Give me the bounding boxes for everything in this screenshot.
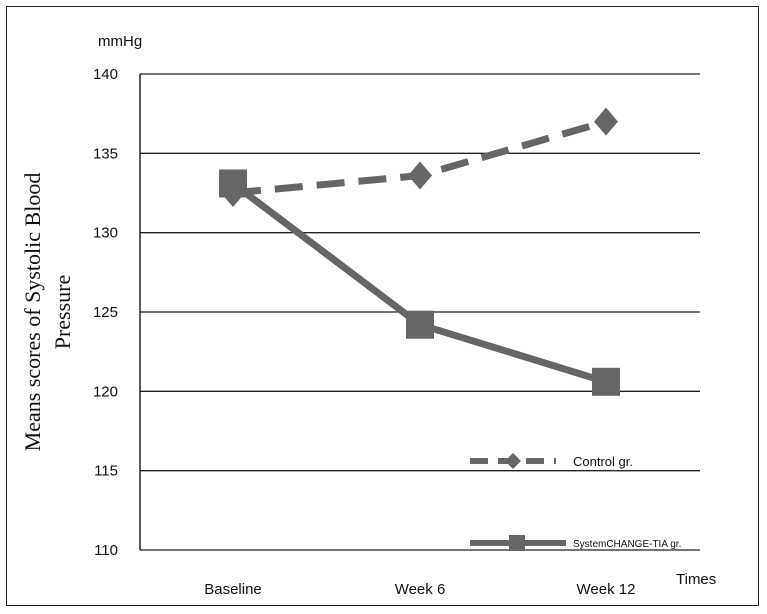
data-point	[592, 367, 620, 396]
x-tick-label: Baseline	[204, 581, 262, 598]
y-tick-label: 140	[93, 66, 118, 83]
x-tick-label: Week 12	[577, 581, 636, 598]
legend: Control gr. SystemCHANGE-TIA gr.	[470, 453, 681, 551]
data-point	[594, 107, 618, 136]
y-tick-label: 125	[93, 304, 118, 321]
data-point	[406, 310, 434, 339]
legend-system-marker	[509, 535, 525, 551]
legend-control-marker	[505, 453, 521, 469]
x-tick-label: Week 6	[395, 581, 446, 598]
unit-label: mmHg	[98, 33, 142, 50]
data-point	[408, 161, 432, 190]
y-tick-label: 110	[94, 542, 118, 559]
x-axis-label: Times	[676, 571, 716, 588]
data-point	[219, 169, 247, 198]
y-tick-label: 120	[93, 383, 118, 400]
y-axis-label-line1: Means scores of Systolic Blood	[20, 173, 45, 452]
series-line	[230, 180, 608, 386]
legend-control-label: Control gr.	[573, 454, 633, 469]
x-tick-labels: Baseline Week 6 Week 12	[204, 581, 635, 598]
series-group	[219, 107, 620, 396]
y-tick-label: 130	[93, 225, 118, 242]
y-tick-labels: 110 115 120 125 130 135 140	[93, 66, 118, 559]
y-tick-label: 115	[94, 463, 118, 480]
y-axis-label-line2: Pressure	[50, 275, 75, 350]
legend-system-label: SystemCHANGE-TIA gr.	[573, 539, 681, 550]
y-tick-label: 135	[93, 145, 118, 162]
chart-frame	[6, 6, 759, 606]
